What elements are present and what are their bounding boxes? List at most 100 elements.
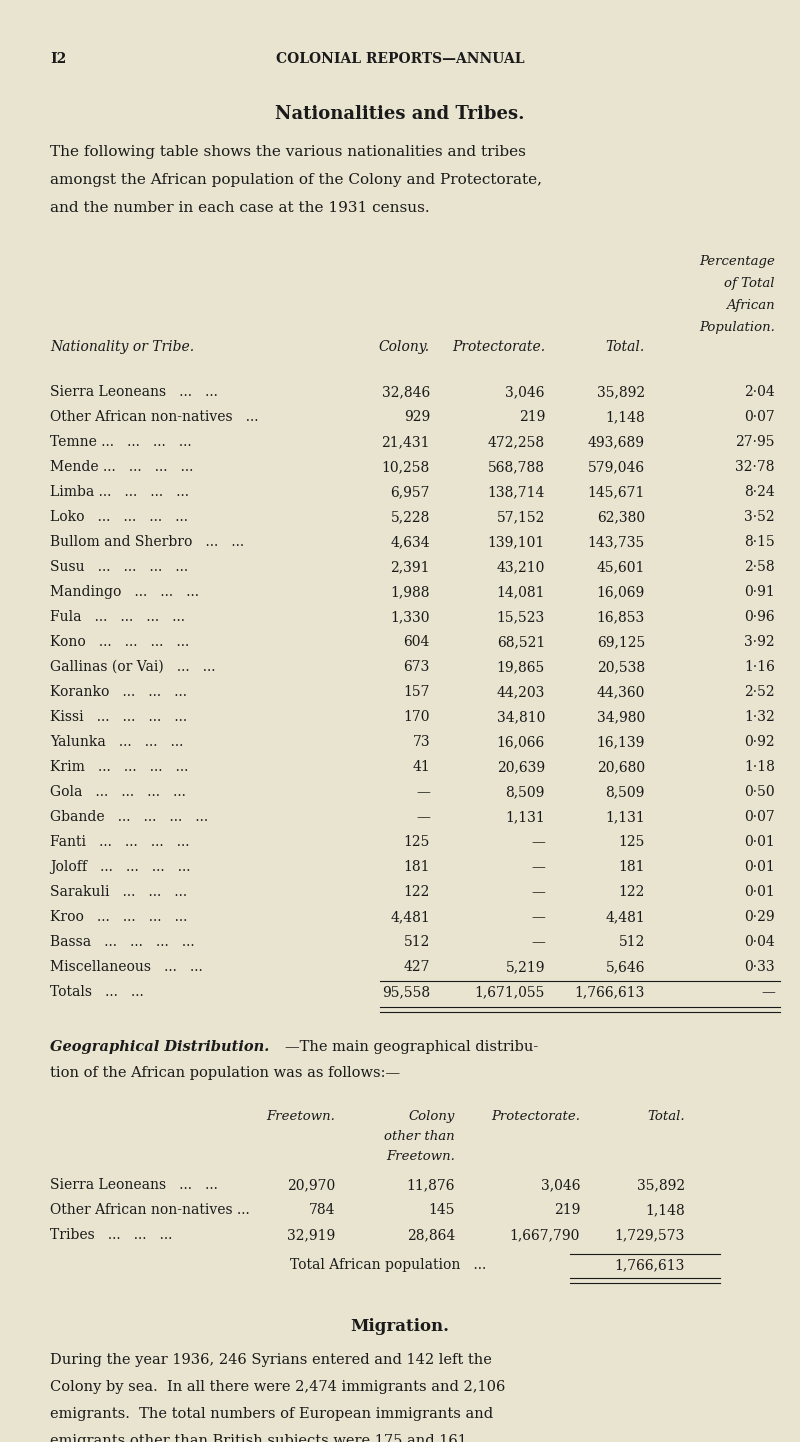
Text: 122: 122 bbox=[618, 885, 645, 898]
Text: Krim   ...   ...   ...   ...: Krim ... ... ... ... bbox=[50, 760, 188, 774]
Text: 8·24: 8·24 bbox=[744, 485, 775, 499]
Text: Koranko   ...   ...   ...: Koranko ... ... ... bbox=[50, 685, 187, 699]
Text: 170: 170 bbox=[403, 709, 430, 724]
Text: Limba ...   ...   ...   ...: Limba ... ... ... ... bbox=[50, 485, 189, 499]
Text: Temne ...   ...   ...   ...: Temne ... ... ... ... bbox=[50, 435, 192, 448]
Text: 16,139: 16,139 bbox=[597, 735, 645, 748]
Text: 145: 145 bbox=[429, 1203, 455, 1217]
Text: 41: 41 bbox=[412, 760, 430, 774]
Text: 5,219: 5,219 bbox=[506, 960, 545, 973]
Text: Nationalities and Tribes.: Nationalities and Tribes. bbox=[275, 105, 525, 123]
Text: 1·16: 1·16 bbox=[744, 660, 775, 673]
Text: 493,689: 493,689 bbox=[588, 435, 645, 448]
Text: 181: 181 bbox=[403, 859, 430, 874]
Text: 21,431: 21,431 bbox=[382, 435, 430, 448]
Text: 0·33: 0·33 bbox=[744, 960, 775, 973]
Text: emigrants.  The total numbers of European immigrants and: emigrants. The total numbers of European… bbox=[50, 1407, 493, 1420]
Text: 5,646: 5,646 bbox=[606, 960, 645, 973]
Text: 139,101: 139,101 bbox=[488, 535, 545, 549]
Text: Tribes   ...   ...   ...: Tribes ... ... ... bbox=[50, 1229, 172, 1242]
Text: Other African non-natives ...: Other African non-natives ... bbox=[50, 1203, 250, 1217]
Text: 1,330: 1,330 bbox=[390, 610, 430, 624]
Text: 45,601: 45,601 bbox=[597, 559, 645, 574]
Text: 8,509: 8,509 bbox=[606, 784, 645, 799]
Text: 1,148: 1,148 bbox=[606, 410, 645, 424]
Text: COLONIAL REPORTS—ANNUAL: COLONIAL REPORTS—ANNUAL bbox=[276, 52, 524, 66]
Text: 145,671: 145,671 bbox=[588, 485, 645, 499]
Text: Joloff   ...   ...   ...   ...: Joloff ... ... ... ... bbox=[50, 859, 190, 874]
Text: —: — bbox=[531, 835, 545, 849]
Text: 0·96: 0·96 bbox=[744, 610, 775, 624]
Text: 4,634: 4,634 bbox=[390, 535, 430, 549]
Text: 138,714: 138,714 bbox=[488, 485, 545, 499]
Text: emigrants other than British subjects were 175 and 161: emigrants other than British subjects we… bbox=[50, 1433, 467, 1442]
Text: Sierra Leoneans   ...   ...: Sierra Leoneans ... ... bbox=[50, 1178, 218, 1193]
Text: During the year 1936, 246 Syrians entered and 142 left the: During the year 1936, 246 Syrians entere… bbox=[50, 1353, 492, 1367]
Text: 1·32: 1·32 bbox=[744, 709, 775, 724]
Text: Mandingo   ...   ...   ...: Mandingo ... ... ... bbox=[50, 585, 199, 598]
Text: 125: 125 bbox=[404, 835, 430, 849]
Text: Bassa   ...   ...   ...   ...: Bassa ... ... ... ... bbox=[50, 934, 194, 949]
Text: 35,892: 35,892 bbox=[597, 385, 645, 399]
Text: 512: 512 bbox=[404, 934, 430, 949]
Text: —: — bbox=[416, 810, 430, 823]
Text: 219: 219 bbox=[518, 410, 545, 424]
Text: 3,046: 3,046 bbox=[541, 1178, 580, 1193]
Text: Percentage: Percentage bbox=[699, 255, 775, 268]
Text: 10,258: 10,258 bbox=[382, 460, 430, 474]
Text: —: — bbox=[761, 985, 775, 999]
Text: 673: 673 bbox=[404, 660, 430, 673]
Text: Nationality or Tribe.: Nationality or Tribe. bbox=[50, 340, 194, 353]
Text: 73: 73 bbox=[412, 735, 430, 748]
Text: 0·01: 0·01 bbox=[744, 885, 775, 898]
Text: 44,360: 44,360 bbox=[597, 685, 645, 699]
Text: Freetown.: Freetown. bbox=[266, 1110, 335, 1123]
Text: 27·95: 27·95 bbox=[735, 435, 775, 448]
Text: 19,865: 19,865 bbox=[497, 660, 545, 673]
Text: 35,892: 35,892 bbox=[637, 1178, 685, 1193]
Text: 34,810: 34,810 bbox=[497, 709, 545, 724]
Text: other than: other than bbox=[384, 1131, 455, 1144]
Text: Sarakuli   ...   ...   ...: Sarakuli ... ... ... bbox=[50, 885, 187, 898]
Text: Total African population   ...: Total African population ... bbox=[290, 1257, 486, 1272]
Text: 512: 512 bbox=[618, 934, 645, 949]
Text: 5,228: 5,228 bbox=[390, 510, 430, 523]
Text: 0·04: 0·04 bbox=[744, 934, 775, 949]
Text: Loko   ...   ...   ...   ...: Loko ... ... ... ... bbox=[50, 510, 188, 523]
Text: Fanti   ...   ...   ...   ...: Fanti ... ... ... ... bbox=[50, 835, 190, 849]
Text: Colony.: Colony. bbox=[379, 340, 430, 353]
Text: 143,735: 143,735 bbox=[588, 535, 645, 549]
Text: Kroo   ...   ...   ...   ...: Kroo ... ... ... ... bbox=[50, 910, 187, 924]
Text: Fula   ...   ...   ...   ...: Fula ... ... ... ... bbox=[50, 610, 185, 624]
Text: 11,876: 11,876 bbox=[406, 1178, 455, 1193]
Text: Bullom and Sherbro   ...   ...: Bullom and Sherbro ... ... bbox=[50, 535, 244, 549]
Text: —: — bbox=[416, 784, 430, 799]
Text: 44,203: 44,203 bbox=[497, 685, 545, 699]
Text: 32·78: 32·78 bbox=[735, 460, 775, 474]
Text: 784: 784 bbox=[309, 1203, 335, 1217]
Text: —The main geographical distribu-: —The main geographical distribu- bbox=[285, 1040, 538, 1054]
Text: 1,988: 1,988 bbox=[390, 585, 430, 598]
Text: 43,210: 43,210 bbox=[497, 559, 545, 574]
Text: Kono   ...   ...   ...   ...: Kono ... ... ... ... bbox=[50, 634, 190, 649]
Text: 57,152: 57,152 bbox=[497, 510, 545, 523]
Text: 20,639: 20,639 bbox=[497, 760, 545, 774]
Text: Gola   ...   ...   ...   ...: Gola ... ... ... ... bbox=[50, 784, 186, 799]
Text: 14,081: 14,081 bbox=[497, 585, 545, 598]
Text: 1,766,613: 1,766,613 bbox=[574, 985, 645, 999]
Text: 1,131: 1,131 bbox=[606, 810, 645, 823]
Text: Yalunka   ...   ...   ...: Yalunka ... ... ... bbox=[50, 735, 183, 748]
Text: 604: 604 bbox=[404, 634, 430, 649]
Text: Colony: Colony bbox=[409, 1110, 455, 1123]
Text: Susu   ...   ...   ...   ...: Susu ... ... ... ... bbox=[50, 559, 188, 574]
Text: 8,509: 8,509 bbox=[506, 784, 545, 799]
Text: Geographical Distribution.: Geographical Distribution. bbox=[50, 1040, 270, 1054]
Text: 2·04: 2·04 bbox=[744, 385, 775, 399]
Text: Miscellaneous   ...   ...: Miscellaneous ... ... bbox=[50, 960, 202, 973]
Text: 1·18: 1·18 bbox=[744, 760, 775, 774]
Text: —: — bbox=[531, 885, 545, 898]
Text: 2·52: 2·52 bbox=[744, 685, 775, 699]
Text: —: — bbox=[531, 910, 545, 924]
Text: Total.: Total. bbox=[606, 340, 645, 353]
Text: 157: 157 bbox=[403, 685, 430, 699]
